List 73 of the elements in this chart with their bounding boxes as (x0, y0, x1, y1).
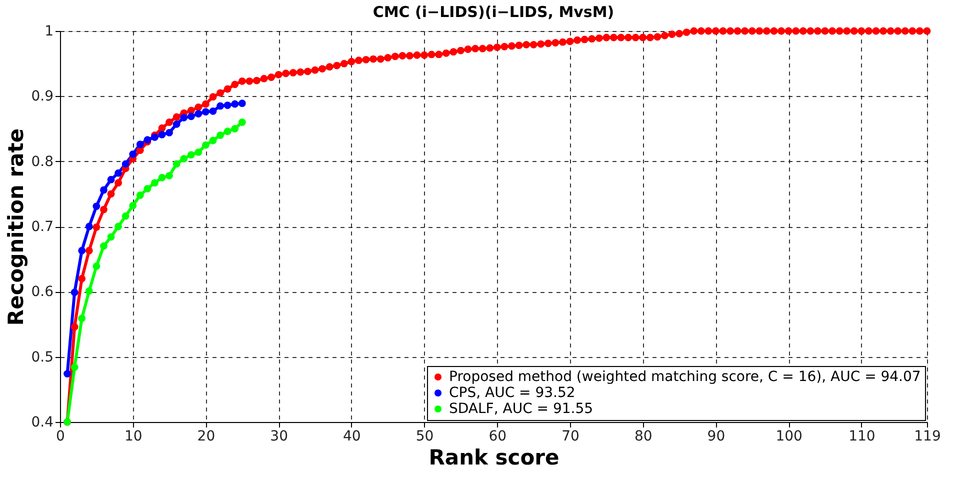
point (216, 132, 224, 139)
x-tick-label: 0 (56, 428, 65, 444)
legend-label: CPS, AUC = 93.52 (449, 385, 576, 401)
chart-title: CMC (i−LIDS)(i−LIDS, MvsM) (372, 3, 614, 21)
x-tick-label: 110 (848, 428, 876, 444)
point (238, 118, 246, 126)
point (70, 288, 78, 296)
y-axis-title: Recognition rate (4, 128, 28, 326)
point (107, 176, 115, 184)
point (194, 148, 202, 156)
point (136, 192, 144, 199)
point (172, 160, 180, 168)
point (158, 174, 166, 182)
point (202, 108, 210, 116)
point (172, 120, 180, 128)
point (231, 100, 239, 108)
legend-label: SDALF, AUC = 91.55 (449, 401, 594, 417)
x-tick-label: 30 (270, 428, 288, 444)
point (107, 233, 115, 241)
y-tick-label: 0.4 (31, 414, 54, 430)
x-axis-title: Rank score (428, 446, 560, 470)
point (216, 102, 224, 110)
y-tick-label: 0.6 (31, 284, 54, 300)
point (144, 185, 152, 192)
point (209, 136, 217, 144)
point (231, 125, 239, 132)
point (122, 212, 130, 220)
point (114, 169, 122, 177)
point (129, 150, 137, 158)
point (202, 141, 210, 149)
point (136, 140, 144, 148)
x-tick-label: 40 (343, 428, 361, 444)
y-tick-label: 0.5 (31, 349, 54, 366)
point (166, 128, 173, 136)
x-tick-label: 119 (914, 428, 941, 444)
point (122, 160, 130, 168)
point (224, 128, 232, 136)
point (224, 102, 232, 109)
point (100, 186, 108, 194)
point (194, 110, 202, 118)
y-tick-label: 0.9 (31, 88, 54, 105)
point (187, 151, 195, 159)
point (85, 222, 93, 230)
x-tick-label: 60 (488, 428, 507, 444)
y-tick-label: 1 (44, 24, 54, 40)
point (70, 364, 78, 371)
point (151, 179, 158, 187)
point (92, 262, 100, 270)
x-tick-label: 90 (707, 428, 726, 444)
point (78, 314, 86, 322)
point (85, 287, 93, 295)
point (158, 130, 166, 138)
point (92, 202, 100, 210)
x-tick-label: 70 (562, 428, 580, 444)
point (187, 112, 195, 120)
y-tick-label: 0.7 (31, 219, 54, 235)
point (100, 242, 108, 250)
point (180, 114, 188, 122)
point (238, 100, 246, 108)
x-tick-label: 80 (634, 428, 652, 444)
point (129, 202, 137, 210)
x-tick-label: 20 (197, 428, 216, 444)
point (78, 246, 86, 254)
point (114, 222, 122, 230)
point (64, 370, 71, 378)
x-tick-label: 50 (416, 428, 434, 444)
x-tick-label: 10 (124, 428, 142, 444)
point (166, 172, 173, 180)
x-tick-label: 100 (776, 428, 802, 444)
legend-label: Proposed method (weighted matching score, C = 16), AUC = 94.07 (449, 369, 921, 385)
point (209, 107, 217, 115)
point (180, 155, 188, 162)
y-tick-label: 0.8 (31, 154, 54, 170)
